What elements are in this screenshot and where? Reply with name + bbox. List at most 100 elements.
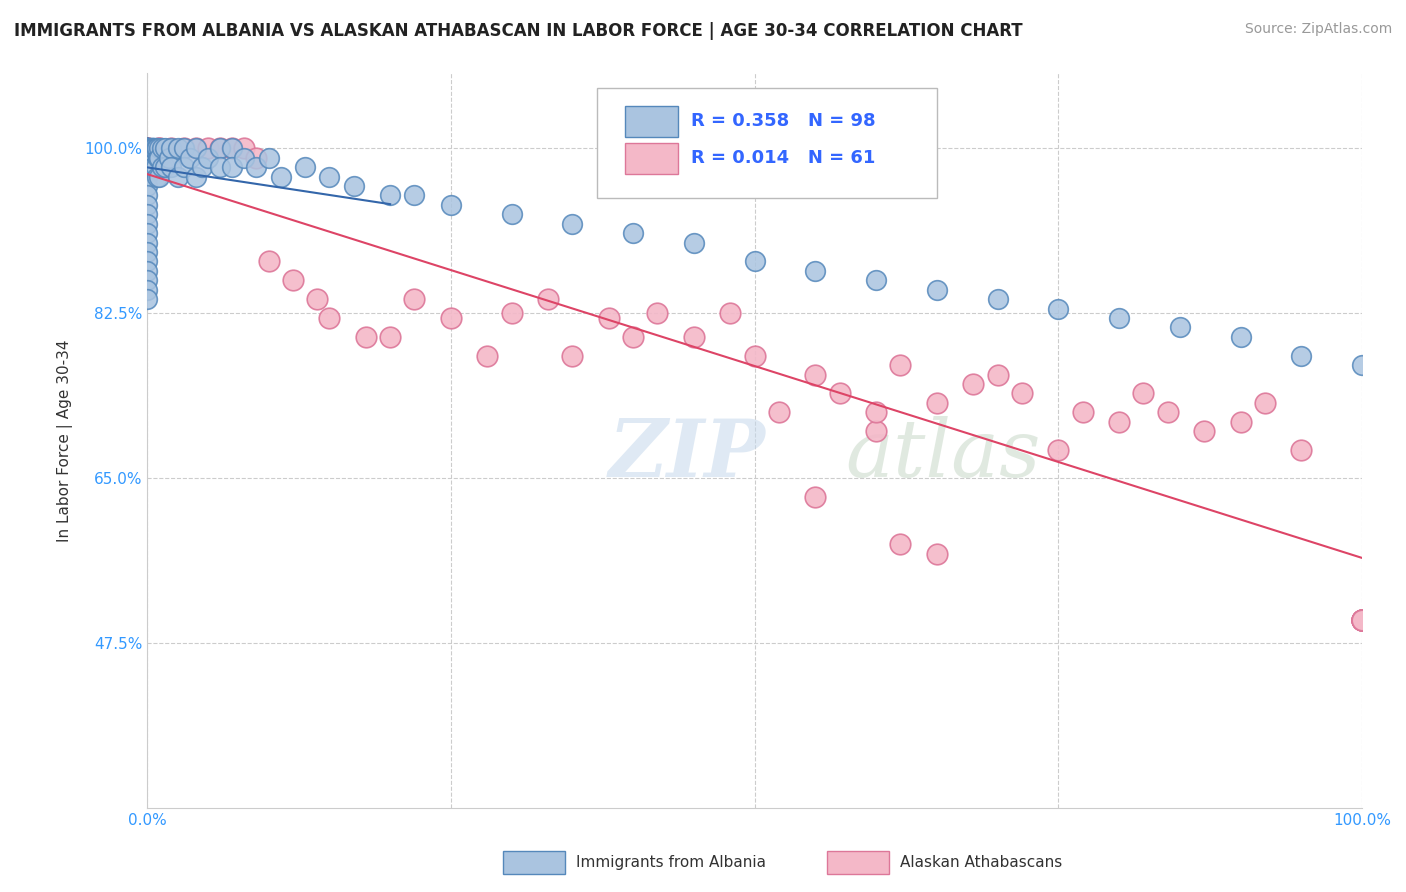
Point — [233, 151, 256, 165]
Point — [136, 217, 159, 231]
Point — [136, 292, 159, 306]
Point — [136, 141, 159, 155]
Point — [148, 151, 170, 165]
Point — [136, 273, 159, 287]
Point — [1351, 613, 1374, 627]
Point — [257, 151, 280, 165]
Point — [270, 169, 292, 184]
Point — [1351, 613, 1374, 627]
FancyBboxPatch shape — [596, 87, 936, 198]
Point — [136, 141, 159, 155]
Point — [141, 151, 163, 165]
Point — [146, 169, 169, 184]
Point — [1351, 613, 1374, 627]
Point — [138, 141, 160, 155]
Point — [136, 141, 159, 155]
Point — [136, 188, 159, 202]
Point — [1108, 311, 1130, 326]
Point — [1108, 415, 1130, 429]
Point — [1291, 442, 1313, 457]
Point — [148, 141, 170, 155]
Point — [561, 217, 583, 231]
Point — [245, 160, 267, 174]
Point — [136, 169, 159, 184]
Point — [138, 141, 160, 155]
Point — [804, 264, 827, 278]
Point — [1351, 613, 1374, 627]
Point — [1229, 330, 1251, 344]
Point — [598, 311, 620, 326]
Point — [136, 160, 159, 174]
Point — [1351, 358, 1374, 372]
Point — [136, 179, 159, 194]
Point — [136, 141, 159, 155]
Point — [143, 141, 166, 155]
Point — [184, 141, 207, 155]
Point — [744, 349, 766, 363]
Point — [221, 141, 243, 155]
Point — [136, 235, 159, 250]
Point — [138, 141, 160, 155]
Point — [142, 141, 165, 155]
Point — [184, 169, 207, 184]
Point — [160, 141, 183, 155]
Point — [561, 349, 583, 363]
Point — [1071, 405, 1094, 419]
Point — [986, 368, 1008, 382]
Point — [889, 537, 911, 551]
Point — [136, 141, 159, 155]
Point — [139, 160, 162, 174]
Point — [281, 273, 304, 287]
Point — [343, 179, 366, 194]
Point — [136, 198, 159, 212]
Point — [157, 151, 180, 165]
Point — [166, 169, 188, 184]
Point — [718, 306, 741, 320]
Point — [191, 160, 214, 174]
Point — [160, 141, 183, 155]
Point — [136, 207, 159, 221]
FancyBboxPatch shape — [624, 143, 678, 174]
Point — [378, 188, 401, 202]
Point — [139, 151, 162, 165]
Point — [440, 311, 463, 326]
Point — [136, 141, 159, 155]
Point — [136, 264, 159, 278]
Point — [197, 141, 219, 155]
Point — [828, 386, 851, 401]
Point — [865, 273, 887, 287]
Text: Source: ZipAtlas.com: Source: ZipAtlas.com — [1244, 22, 1392, 37]
Point — [477, 349, 499, 363]
Point — [139, 141, 162, 155]
Point — [501, 306, 523, 320]
Point — [1229, 415, 1251, 429]
Point — [136, 141, 159, 155]
Point — [1156, 405, 1178, 419]
Point — [889, 358, 911, 372]
Point — [804, 490, 827, 504]
Point — [209, 141, 232, 155]
Point — [143, 160, 166, 174]
Point — [150, 141, 173, 155]
FancyBboxPatch shape — [624, 106, 678, 137]
Point — [150, 160, 173, 174]
Point — [925, 283, 948, 297]
Point — [865, 405, 887, 419]
Point — [744, 254, 766, 268]
Point — [1047, 301, 1070, 316]
Point — [404, 292, 426, 306]
Point — [136, 141, 159, 155]
Point — [682, 235, 704, 250]
Point — [962, 376, 984, 391]
Point — [318, 169, 340, 184]
Point — [197, 151, 219, 165]
Point — [155, 141, 177, 155]
Point — [173, 160, 195, 174]
Point — [166, 141, 188, 155]
Point — [148, 141, 170, 155]
Point — [221, 141, 243, 155]
Point — [865, 424, 887, 438]
Text: IMMIGRANTS FROM ALBANIA VS ALASKAN ATHABASCAN IN LABOR FORCE | AGE 30-34 CORRELA: IMMIGRANTS FROM ALBANIA VS ALASKAN ATHAB… — [14, 22, 1022, 40]
Point — [142, 160, 165, 174]
Point — [1291, 349, 1313, 363]
